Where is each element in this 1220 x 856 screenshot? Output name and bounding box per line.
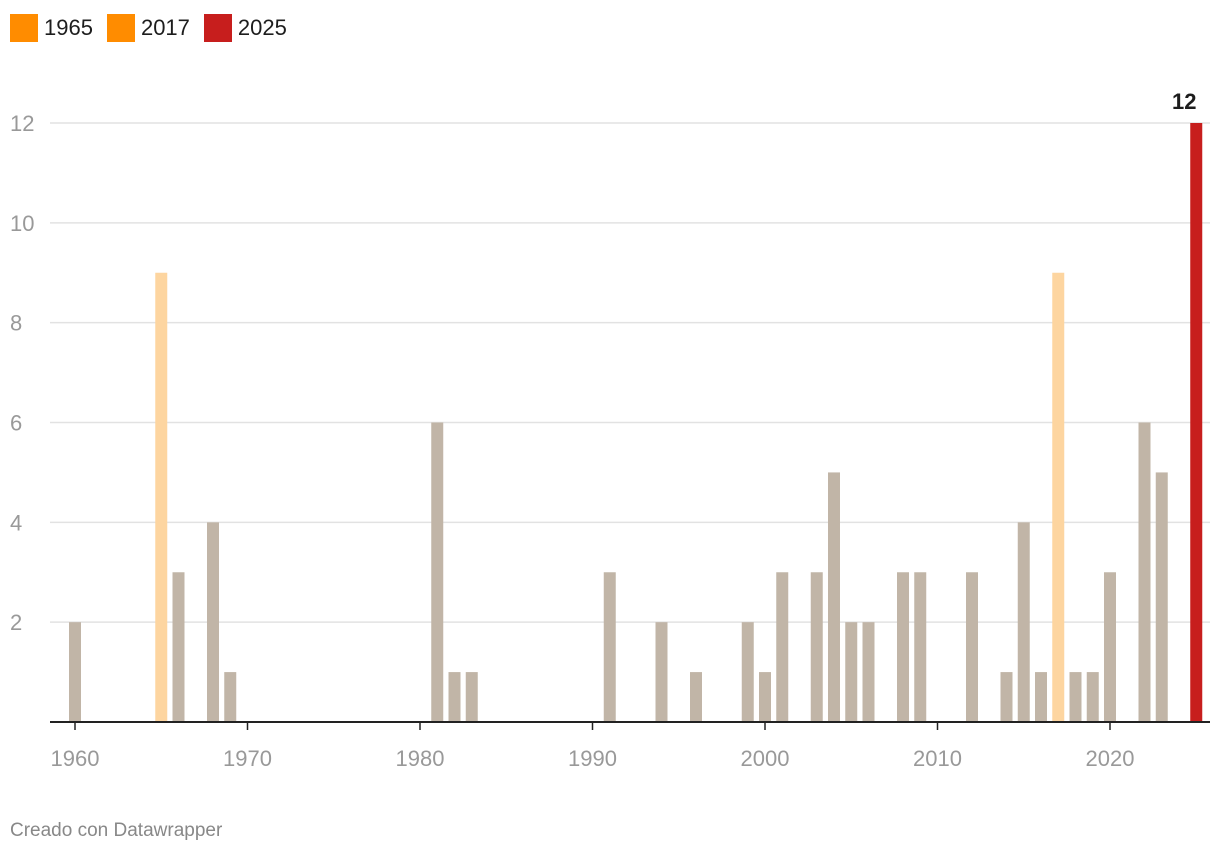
- bar-2005: [845, 622, 858, 722]
- bar-chart: 2 4 6 8 10 12 1960 1970 1980 1990 2000 2010 2020 12: [10, 89, 1210, 771]
- bar-2003: [810, 572, 823, 722]
- x-tick-label-2010: 2010: [913, 746, 962, 771]
- bar-1994: [655, 622, 668, 722]
- x-tick-label-1970: 1970: [223, 746, 272, 771]
- bar-2012: [966, 572, 978, 722]
- y-tick-label-6: 6: [10, 411, 22, 436]
- legend-swatch-1965: [10, 14, 38, 42]
- bar-1996: [690, 672, 702, 722]
- legend-label-1965: 1965: [44, 15, 93, 40]
- bar-1982: [448, 672, 461, 722]
- bar-1968: [207, 522, 219, 722]
- value-label-2025: 12: [1172, 89, 1196, 114]
- bar-1966: [172, 572, 185, 722]
- bar-2014: [1000, 672, 1013, 722]
- bar-1965: [155, 272, 168, 722]
- bar-2025: [1190, 123, 1203, 722]
- y-tick-label-10: 10: [10, 211, 34, 236]
- y-tick-label-4: 4: [10, 510, 22, 535]
- bar-1981: [431, 422, 444, 722]
- legend-label-2017: 2017: [140, 15, 190, 40]
- bar-2023: [1155, 472, 1168, 722]
- bar-2004: [828, 472, 840, 722]
- legend-item-2017: 2017: [106, 14, 190, 42]
- x-tick-label-2000: 2000: [741, 746, 790, 771]
- bar-1991: [603, 572, 616, 722]
- x-tick-label-2020: 2020: [1086, 746, 1135, 771]
- bar-2008: [897, 572, 909, 722]
- bar-2000: [759, 672, 771, 722]
- credit-text: Creado con Datawrapper: [10, 820, 223, 841]
- legend-swatch-2025: [203, 14, 232, 42]
- bar-2020: [1104, 572, 1116, 722]
- bar-2009: [914, 572, 927, 722]
- legend-item-1965: 1965: [10, 14, 93, 42]
- y-tick-label-8: 8: [10, 311, 22, 336]
- y-tick-label-12: 12: [10, 111, 34, 136]
- legend-item-2025: 2025: [203, 14, 287, 42]
- bar-2016: [1035, 672, 1047, 722]
- bar-2006: [862, 622, 875, 722]
- bar-1983: [465, 672, 478, 722]
- legend: 1965 2017 2025: [10, 14, 301, 42]
- bar-2019: [1086, 672, 1099, 722]
- bar-2017: [1052, 272, 1065, 722]
- x-tick-label-1980: 1980: [396, 746, 445, 771]
- x-tick-label-1990: 1990: [568, 746, 617, 771]
- legend-label-2025: 2025: [237, 15, 287, 40]
- y-tick-label-2: 2: [10, 610, 22, 635]
- bar-1960: [69, 622, 81, 722]
- bar-2001: [776, 572, 789, 722]
- bar-2022: [1138, 422, 1151, 722]
- bar-2015: [1017, 522, 1030, 722]
- legend-swatch-2017: [106, 14, 135, 42]
- bar-2018: [1069, 672, 1082, 722]
- x-tick-label-1960: 1960: [51, 746, 100, 771]
- bar-1969: [224, 672, 237, 722]
- bar-1999: [741, 622, 754, 722]
